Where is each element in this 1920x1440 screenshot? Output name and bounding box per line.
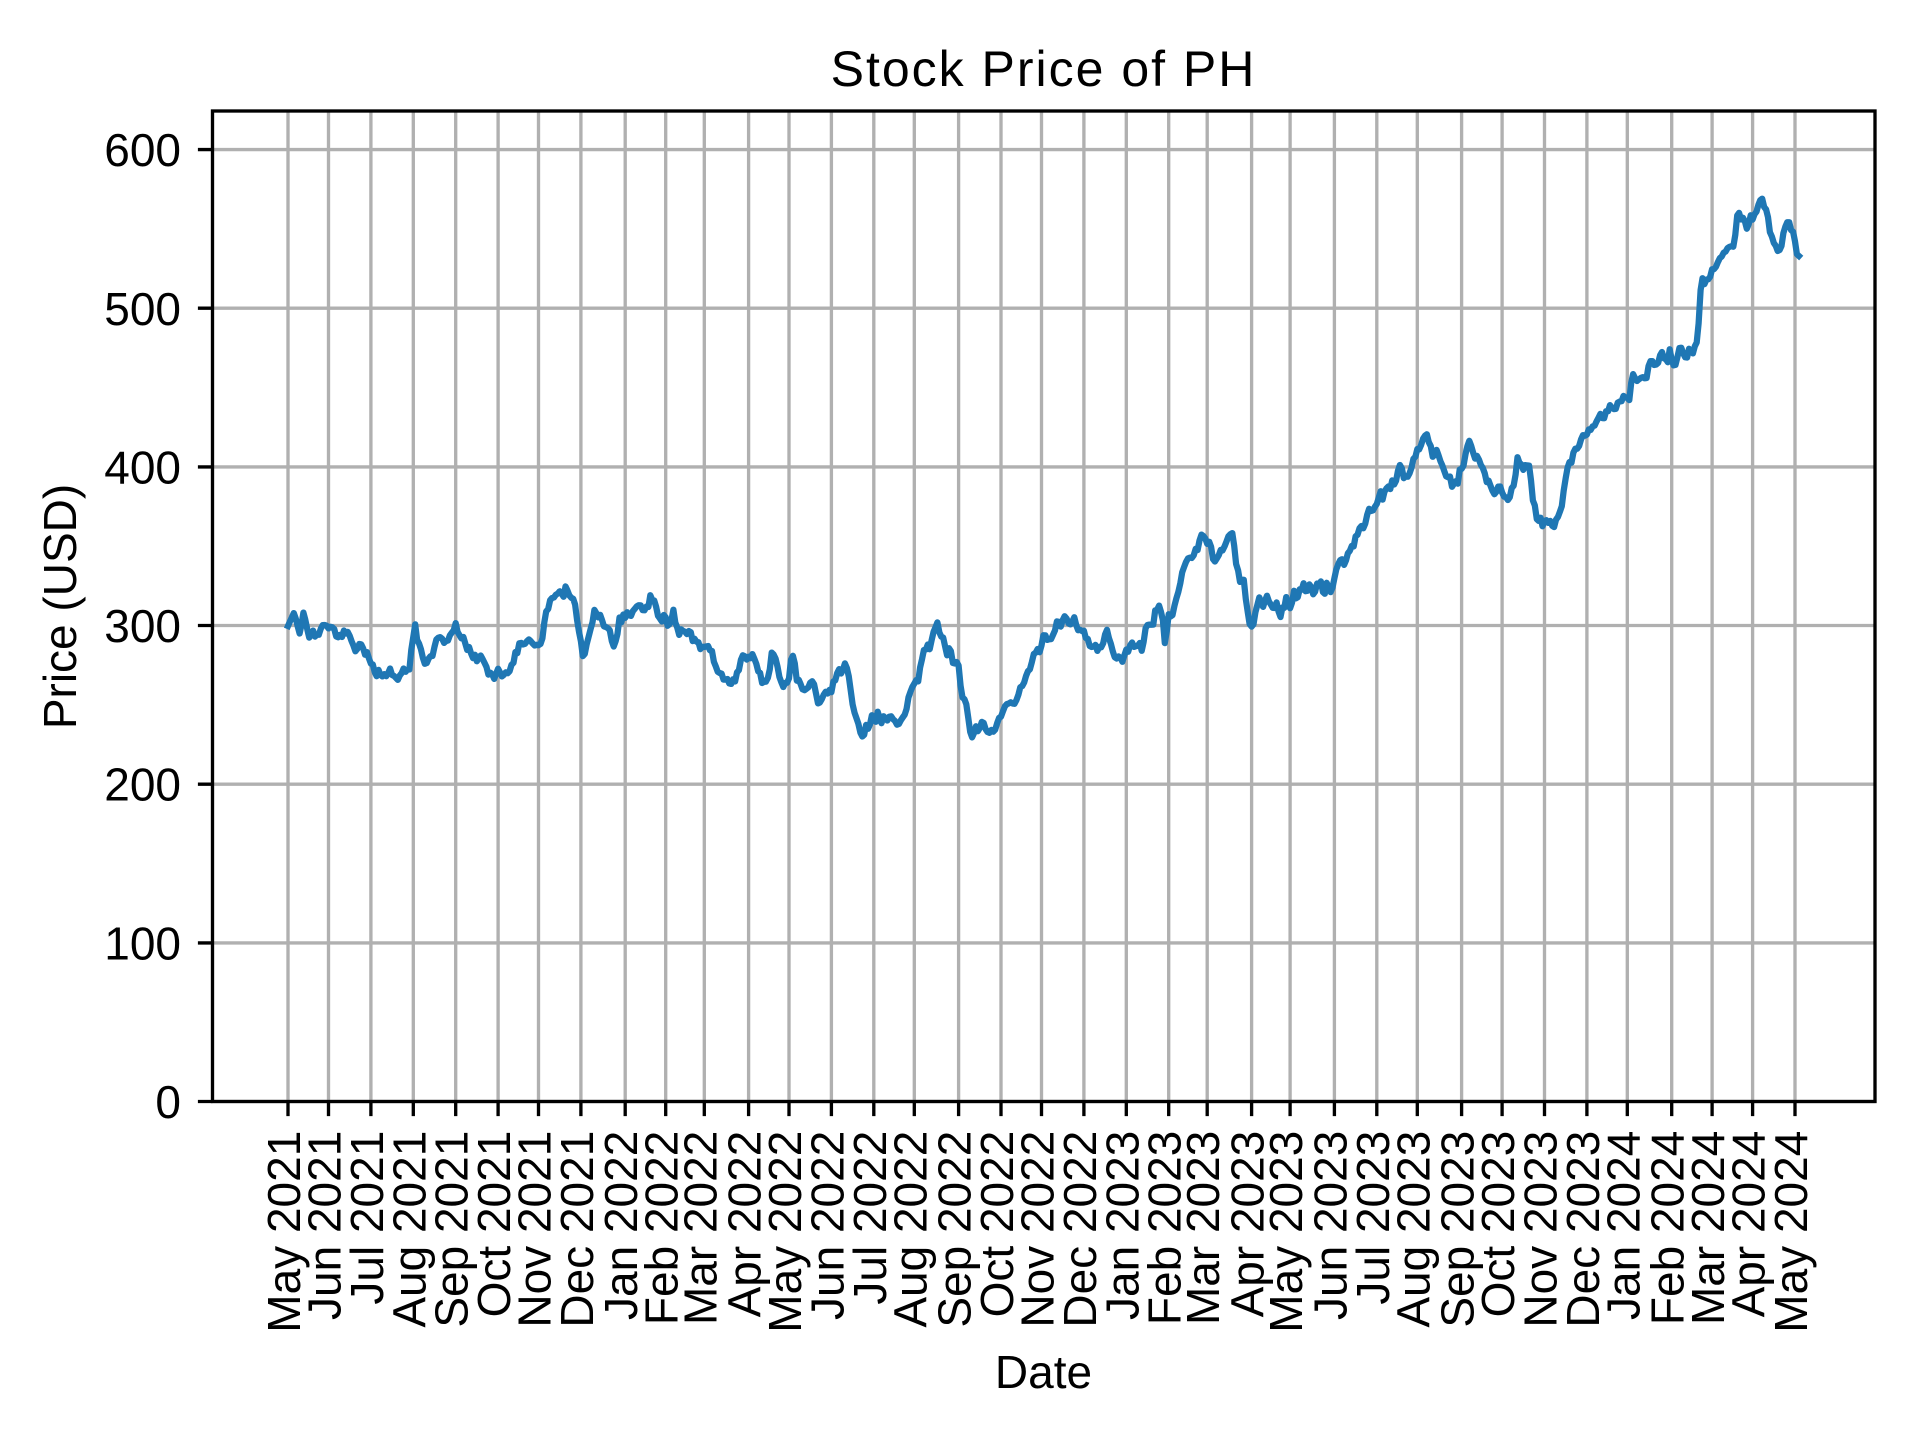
svg-text:Apr 2023: Apr 2023 bbox=[1222, 1131, 1274, 1318]
svg-text:Jul 2021: Jul 2021 bbox=[341, 1131, 393, 1305]
svg-text:Oct 2023: Oct 2023 bbox=[1472, 1131, 1524, 1318]
svg-text:May 2024: May 2024 bbox=[1765, 1131, 1817, 1333]
svg-text:Dec 2021: Dec 2021 bbox=[551, 1131, 603, 1328]
svg-text:Nov 2023: Nov 2023 bbox=[1515, 1131, 1567, 1328]
svg-text:Jun 2022: Jun 2022 bbox=[801, 1131, 853, 1320]
svg-text:Feb 2023: Feb 2023 bbox=[1139, 1131, 1191, 1325]
svg-text:Dec 2022: Dec 2022 bbox=[1054, 1131, 1106, 1328]
svg-text:May 2021: May 2021 bbox=[258, 1131, 310, 1333]
svg-text:Sep 2021: Sep 2021 bbox=[426, 1131, 478, 1328]
svg-text:Jun 2023: Jun 2023 bbox=[1304, 1131, 1356, 1320]
svg-text:Jan 2024: Jan 2024 bbox=[1597, 1131, 1649, 1320]
svg-text:600: 600 bbox=[104, 124, 181, 176]
svg-text:Aug 2022: Aug 2022 bbox=[884, 1131, 936, 1328]
svg-text:Stock Price of PH: Stock Price of PH bbox=[831, 41, 1257, 97]
svg-text:Dec 2023: Dec 2023 bbox=[1557, 1131, 1609, 1328]
svg-text:Jul 2022: Jul 2022 bbox=[844, 1131, 896, 1305]
svg-text:Apr 2024: Apr 2024 bbox=[1723, 1131, 1775, 1318]
svg-text:Oct 2021: Oct 2021 bbox=[468, 1131, 520, 1318]
svg-text:300: 300 bbox=[104, 600, 181, 652]
svg-text:Sep 2023: Sep 2023 bbox=[1432, 1131, 1484, 1328]
svg-text:May 2022: May 2022 bbox=[759, 1131, 811, 1333]
svg-text:Nov 2021: Nov 2021 bbox=[509, 1131, 561, 1328]
svg-text:Jan 2023: Jan 2023 bbox=[1096, 1131, 1148, 1320]
svg-text:0: 0 bbox=[155, 1076, 181, 1128]
svg-text:Oct 2022: Oct 2022 bbox=[971, 1131, 1023, 1318]
svg-text:Date: Date bbox=[995, 1346, 1092, 1398]
svg-text:Price (USD): Price (USD) bbox=[34, 484, 86, 729]
svg-text:Mar 2024: Mar 2024 bbox=[1682, 1131, 1734, 1325]
svg-text:Mar 2023: Mar 2023 bbox=[1177, 1131, 1229, 1325]
svg-text:100: 100 bbox=[104, 917, 181, 969]
svg-text:500: 500 bbox=[104, 283, 181, 335]
svg-text:Apr 2022: Apr 2022 bbox=[719, 1131, 771, 1318]
svg-text:Jul 2023: Jul 2023 bbox=[1347, 1131, 1399, 1305]
svg-text:Jan 2022: Jan 2022 bbox=[595, 1131, 647, 1320]
svg-text:May 2023: May 2023 bbox=[1260, 1131, 1312, 1333]
svg-text:Sep 2022: Sep 2022 bbox=[929, 1131, 981, 1328]
svg-text:400: 400 bbox=[104, 441, 181, 493]
svg-text:Nov 2022: Nov 2022 bbox=[1012, 1131, 1064, 1328]
svg-text:200: 200 bbox=[104, 759, 181, 811]
svg-text:Mar 2022: Mar 2022 bbox=[674, 1131, 726, 1325]
svg-text:Feb 2024: Feb 2024 bbox=[1642, 1131, 1694, 1325]
svg-text:Aug 2023: Aug 2023 bbox=[1387, 1131, 1439, 1328]
svg-text:Jun 2021: Jun 2021 bbox=[299, 1131, 351, 1320]
svg-text:Aug 2021: Aug 2021 bbox=[383, 1131, 435, 1328]
svg-text:Feb 2022: Feb 2022 bbox=[636, 1131, 688, 1325]
